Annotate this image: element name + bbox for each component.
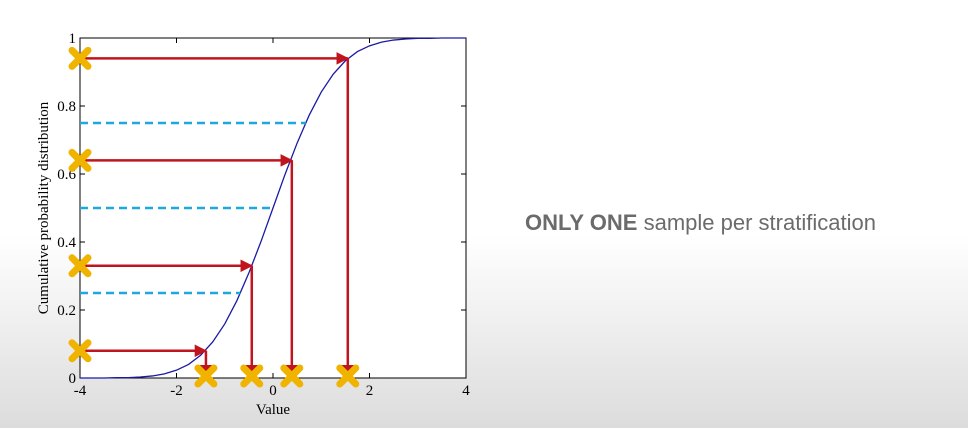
y-tick-label: 0.2 (57, 303, 76, 319)
y-tick-label: 0 (69, 371, 77, 387)
cdf-curve (80, 37, 466, 379)
sample-marker (194, 364, 218, 388)
cross (240, 364, 264, 388)
caption-rest: sample per stratification (644, 210, 876, 235)
y-tick-label: 0.8 (57, 99, 76, 115)
sample-marker (240, 364, 264, 388)
x-axis-label: Value (256, 402, 290, 418)
sample-marker (68, 339, 92, 363)
cross (280, 364, 304, 388)
y-tick-label: 0.4 (57, 235, 76, 251)
x-tick-label: 2 (366, 383, 374, 399)
cross (68, 148, 92, 172)
x-tick-label: 4 (462, 383, 470, 399)
caption-bold: ONLY ONE (525, 210, 637, 235)
y-tick-label: 1 (69, 31, 77, 47)
x-tick-label: -2 (170, 383, 183, 399)
cross (68, 339, 92, 363)
sample-marker (68, 148, 92, 172)
y-axis-label: Cumulative probability distribution (36, 101, 52, 314)
sample-marker (336, 364, 360, 388)
x-tick-label: -4 (74, 383, 87, 399)
cross (68, 254, 92, 278)
caption: ONLY ONE sample per stratification (525, 210, 876, 235)
sample-marker (68, 254, 92, 278)
x-tick-label: 0 (269, 383, 277, 399)
sample-marker (280, 364, 304, 388)
cross (194, 364, 218, 388)
cross (68, 46, 92, 70)
cross (336, 364, 360, 388)
sample-marker (68, 46, 92, 70)
